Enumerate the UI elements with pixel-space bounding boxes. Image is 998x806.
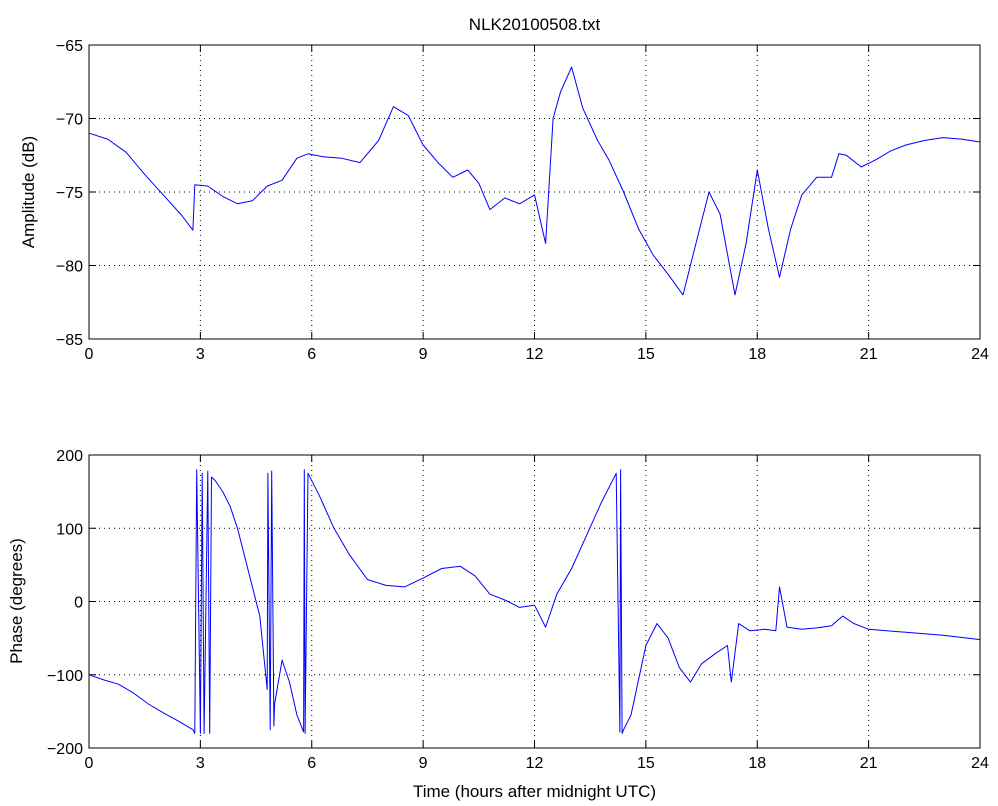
amplitude-x-tick-label: 0 bbox=[85, 346, 94, 363]
phase-x-tick-label: 12 bbox=[526, 755, 544, 772]
phase-ticks bbox=[88, 454, 981, 749]
phase-y-tick-label: 200 bbox=[56, 448, 83, 465]
amplitude-y-tick-label: −85 bbox=[56, 332, 83, 349]
amplitude-y-axis-label: Amplitude (dB) bbox=[19, 136, 38, 248]
phase-x-tick-label: 9 bbox=[419, 755, 428, 772]
phase-tick-labels: 0 3 6 9 12 15 18 21 24 −200 −100 0 100 200 bbox=[47, 448, 989, 772]
amplitude-grid bbox=[89, 45, 980, 339]
amplitude-series-line bbox=[88, 66, 981, 296]
phase-x-tick-label: 0 bbox=[85, 755, 94, 772]
phase-x-tick-label: 3 bbox=[196, 755, 205, 772]
amplitude-x-tick-label: 24 bbox=[971, 346, 989, 363]
amplitude-y-tick-label: −70 bbox=[56, 112, 83, 129]
amplitude-x-tick-label: 9 bbox=[419, 346, 428, 363]
phase-series-line bbox=[88, 469, 981, 734]
phase-x-axis-label: Time (hours after midnight UTC) bbox=[413, 782, 656, 801]
phase-x-tick-label: 21 bbox=[860, 755, 878, 772]
phase-x-tick-label: 6 bbox=[307, 755, 316, 772]
amplitude-x-tick-label: 21 bbox=[860, 346, 878, 363]
phase-y-tick-label: 100 bbox=[56, 521, 83, 538]
amplitude-panel: 0 3 6 9 12 15 18 21 24 −85 −80 −75 −70 −65 NLK2010050… bbox=[19, 15, 989, 363]
chart-title: NLK20100508.txt bbox=[469, 15, 601, 34]
amplitude-x-tick-label: 3 bbox=[196, 346, 205, 363]
phase-x-tick-label: 24 bbox=[971, 755, 989, 772]
amplitude-x-tick-label: 12 bbox=[526, 346, 544, 363]
amplitude-tick-labels: 0 3 6 9 12 15 18 21 24 −85 −80 −75 −70 −65 bbox=[56, 38, 989, 363]
phase-x-tick-label: 15 bbox=[637, 755, 655, 772]
amplitude-y-tick-label: −75 bbox=[56, 185, 83, 202]
phase-y-tick-label: −100 bbox=[47, 668, 83, 685]
phase-y-tick-label: 0 bbox=[74, 595, 83, 612]
phase-panel: 0 3 6 9 12 15 18 21 24 −200 −100 0 100 200 Time (hour… bbox=[7, 448, 989, 801]
amplitude-x-tick-label: 6 bbox=[307, 346, 316, 363]
phase-grid bbox=[89, 455, 980, 748]
phase-y-tick-label: −200 bbox=[47, 741, 83, 758]
phase-y-axis-label: Phase (degrees) bbox=[7, 538, 26, 664]
amplitude-ticks bbox=[88, 44, 981, 340]
phase-x-tick-label: 18 bbox=[748, 755, 766, 772]
amplitude-x-tick-label: 15 bbox=[637, 346, 655, 363]
amplitude-x-tick-label: 18 bbox=[748, 346, 766, 363]
amplitude-y-tick-label: −80 bbox=[56, 259, 83, 276]
amplitude-y-tick-label: −65 bbox=[56, 38, 83, 55]
